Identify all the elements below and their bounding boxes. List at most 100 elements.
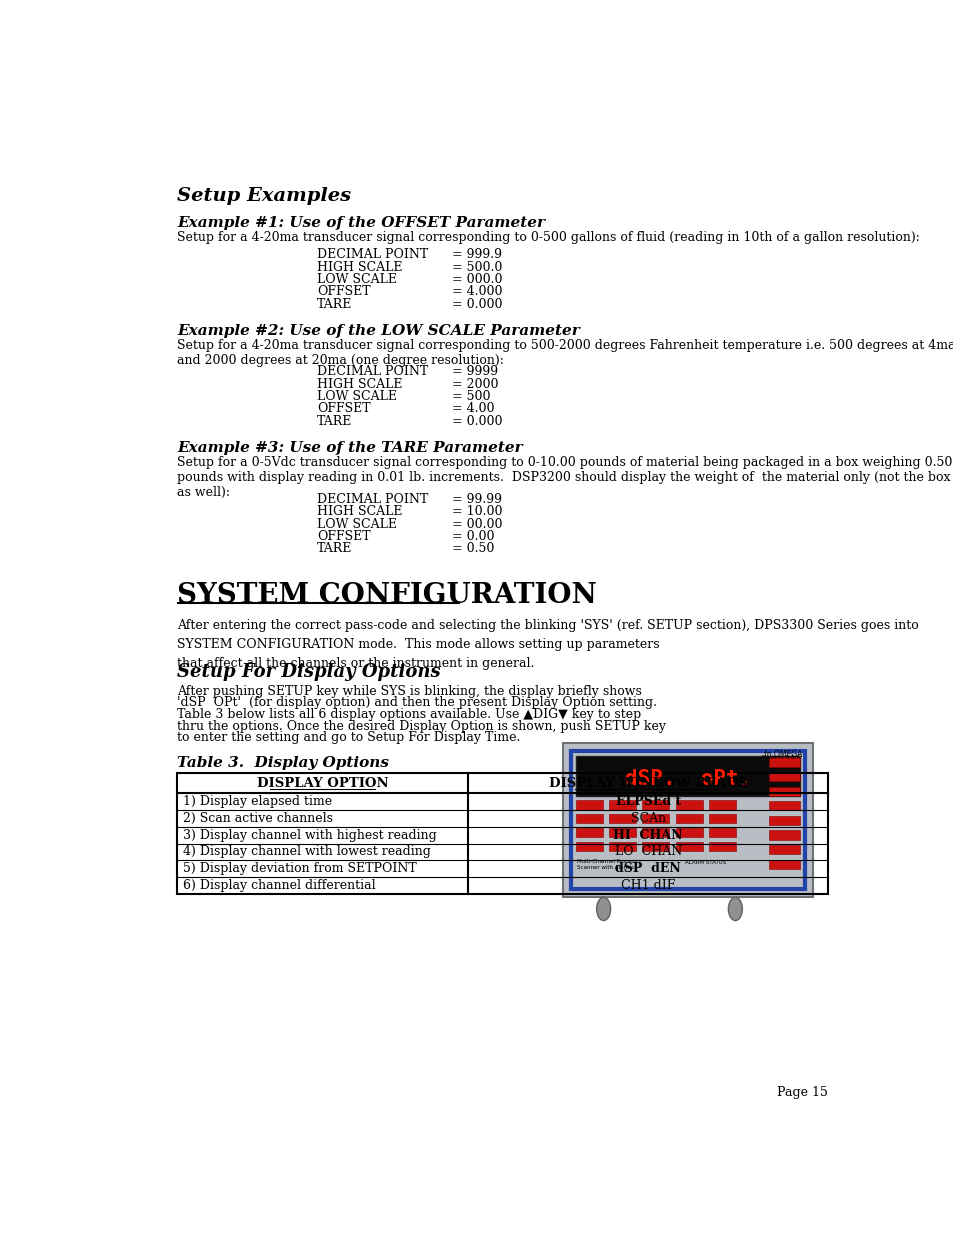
Text: Example #3: Use of the TARE Parameter: Example #3: Use of the TARE Parameter bbox=[177, 441, 522, 454]
Text: = 9999: = 9999 bbox=[452, 366, 498, 378]
Text: = 0.50: = 0.50 bbox=[452, 542, 495, 556]
Text: = 0.000: = 0.000 bbox=[452, 415, 502, 427]
Text: 4) Display channel with lowest reading: 4) Display channel with lowest reading bbox=[183, 846, 430, 858]
Text: DECIMAL POINT: DECIMAL POINT bbox=[316, 366, 428, 378]
Bar bbox=[768, 830, 799, 840]
Text: 3) Display channel with highest reading: 3) Display channel with highest reading bbox=[183, 829, 436, 841]
Text: TARE: TARE bbox=[316, 542, 352, 556]
Text: LOW SCALE: LOW SCALE bbox=[316, 390, 396, 403]
Text: fn OMEGA: fn OMEGA bbox=[762, 750, 801, 758]
Text: Setup for a 0-5Vdc transducer signal corresponding to 0-10.00 pounds of material: Setup for a 0-5Vdc transducer signal cor… bbox=[177, 456, 952, 499]
Bar bbox=[708, 842, 736, 851]
Text: HIGH SCALE: HIGH SCALE bbox=[316, 261, 402, 274]
Bar bbox=[675, 842, 702, 851]
Bar bbox=[768, 787, 799, 795]
Text: = 10.00: = 10.00 bbox=[452, 505, 502, 519]
Text: 2) Scan active channels: 2) Scan active channels bbox=[183, 811, 333, 825]
Bar bbox=[768, 860, 799, 869]
Bar bbox=[641, 800, 669, 810]
Bar bbox=[708, 800, 736, 810]
Text: LOW SCALE: LOW SCALE bbox=[316, 517, 396, 531]
Bar bbox=[575, 829, 602, 837]
Bar bbox=[641, 842, 669, 851]
Bar bbox=[675, 829, 702, 837]
Text: = 0.000: = 0.000 bbox=[452, 298, 502, 310]
Text: = 000.0: = 000.0 bbox=[452, 273, 502, 287]
Text: Table 3 below lists all 6 display options available. Use ▲DIG▼ key to step: Table 3 below lists all 6 display option… bbox=[177, 708, 641, 721]
Bar bbox=[768, 757, 799, 767]
Bar bbox=[571, 751, 804, 889]
Text: = 4.00: = 4.00 bbox=[452, 403, 495, 415]
Text: = 999.9: = 999.9 bbox=[452, 248, 502, 262]
Bar bbox=[608, 814, 636, 824]
Bar bbox=[608, 842, 636, 851]
Text: TARE: TARE bbox=[316, 298, 352, 310]
Text: HIGH SCALE: HIGH SCALE bbox=[316, 378, 402, 390]
Text: Example #1: Use of the OFFSET Parameter: Example #1: Use of the OFFSET Parameter bbox=[177, 216, 545, 230]
Bar bbox=[768, 816, 799, 825]
Bar bbox=[675, 800, 702, 810]
Bar bbox=[768, 772, 799, 782]
Bar bbox=[768, 845, 799, 855]
Text: = 0.00: = 0.00 bbox=[452, 530, 495, 543]
Text: ELPSEd t: ELPSEd t bbox=[615, 794, 680, 808]
Bar bbox=[575, 756, 800, 795]
Text: Setup for a 4-20ma transducer signal corresponding to 0-500 gallons of fluid (re: Setup for a 4-20ma transducer signal cor… bbox=[177, 231, 920, 245]
Text: Multi-Channel Process -
Scanner with Alarms: Multi-Channel Process - Scanner with Ala… bbox=[577, 858, 640, 869]
Bar bbox=[177, 773, 827, 894]
Text: After entering the correct pass-code and selecting the blinking 'SYS' (ref. SETU: After entering the correct pass-code and… bbox=[177, 619, 918, 669]
Bar bbox=[608, 800, 636, 810]
Text: HIGH SCALE: HIGH SCALE bbox=[316, 505, 402, 519]
FancyBboxPatch shape bbox=[562, 743, 812, 897]
Ellipse shape bbox=[596, 898, 610, 920]
Text: DECIMAL POINT: DECIMAL POINT bbox=[316, 493, 428, 506]
Text: After pushing SETUP key while SYS is blinking, the display briefly shows: After pushing SETUP key while SYS is bli… bbox=[177, 685, 641, 698]
Text: DECIMAL POINT: DECIMAL POINT bbox=[316, 248, 428, 262]
Text: = 4.000: = 4.000 bbox=[452, 285, 502, 299]
Text: OFFSET: OFFSET bbox=[316, 285, 370, 299]
Text: 1) Display elapsed time: 1) Display elapsed time bbox=[183, 794, 332, 808]
Text: LO  CHAN: LO CHAN bbox=[614, 846, 681, 858]
Text: Made in U.S.A.: Made in U.S.A. bbox=[761, 755, 801, 760]
Text: = 500.0: = 500.0 bbox=[452, 261, 502, 274]
Bar bbox=[708, 829, 736, 837]
Text: ALARM STATUS: ALARM STATUS bbox=[684, 861, 725, 866]
Text: = 99.99: = 99.99 bbox=[452, 493, 502, 506]
Text: SCAn: SCAn bbox=[630, 811, 665, 825]
Text: LOW SCALE: LOW SCALE bbox=[316, 273, 396, 287]
Text: 5) Display deviation from SETPOINT: 5) Display deviation from SETPOINT bbox=[183, 862, 416, 876]
Text: Table 3.  Display Options: Table 3. Display Options bbox=[177, 757, 389, 771]
Text: TARE: TARE bbox=[316, 415, 352, 427]
Text: HI  CHAN: HI CHAN bbox=[613, 829, 682, 841]
Bar bbox=[575, 842, 602, 851]
Text: = 2000: = 2000 bbox=[452, 378, 498, 390]
Text: Setup for a 4-20ma transducer signal corresponding to 500-2000 degrees Fahrenhei: Setup for a 4-20ma transducer signal cor… bbox=[177, 340, 953, 367]
Bar bbox=[641, 829, 669, 837]
Ellipse shape bbox=[728, 898, 741, 920]
Text: dSP.  oPt.: dSP. oPt. bbox=[624, 769, 750, 789]
Text: Setup For Display Options: Setup For Display Options bbox=[177, 663, 440, 682]
Bar bbox=[675, 814, 702, 824]
Text: DISPLAY WINDOW READS: DISPLAY WINDOW READS bbox=[548, 777, 746, 789]
Bar bbox=[608, 829, 636, 837]
Text: 'dSP  OPt'  (for display option) and then the present Display Option setting.: 'dSP OPt' (for display option) and then … bbox=[177, 697, 657, 709]
Text: = 00.00: = 00.00 bbox=[452, 517, 502, 531]
Text: thru the options. Once the desired Display Option is shown, push SETUP key: thru the options. Once the desired Displ… bbox=[177, 720, 666, 732]
Text: dSP  dEN: dSP dEN bbox=[615, 862, 680, 876]
Text: OFFSET: OFFSET bbox=[316, 530, 370, 543]
Text: = 500: = 500 bbox=[452, 390, 491, 403]
Text: 6) Display channel differential: 6) Display channel differential bbox=[183, 879, 375, 893]
Bar bbox=[768, 802, 799, 810]
Text: DISPLAY OPTION: DISPLAY OPTION bbox=[256, 777, 388, 789]
Text: Page 15: Page 15 bbox=[777, 1086, 827, 1099]
Bar bbox=[708, 814, 736, 824]
Bar bbox=[575, 800, 602, 810]
Bar bbox=[575, 814, 602, 824]
Bar bbox=[641, 814, 669, 824]
Text: SYSTEM CONFIGURATION: SYSTEM CONFIGURATION bbox=[177, 582, 597, 609]
Text: Example #2: Use of the LOW SCALE Parameter: Example #2: Use of the LOW SCALE Paramet… bbox=[177, 324, 579, 337]
Text: to enter the setting and go to Setup For Display Time.: to enter the setting and go to Setup For… bbox=[177, 731, 520, 745]
Text: CH1 dIF: CH1 dIF bbox=[620, 879, 675, 893]
Text: OFFSET: OFFSET bbox=[316, 403, 370, 415]
Text: Setup Examples: Setup Examples bbox=[177, 186, 351, 205]
